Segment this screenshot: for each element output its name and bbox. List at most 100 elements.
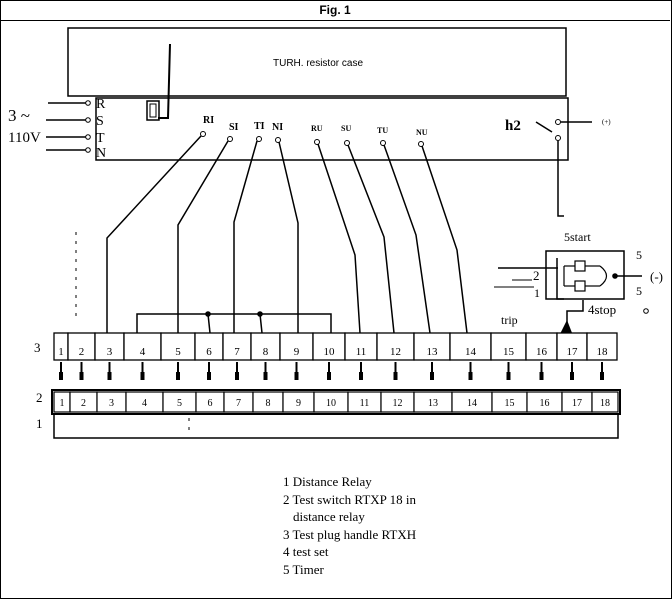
row3-cell-label: 10 bbox=[324, 346, 336, 358]
plus-label: (+) bbox=[602, 118, 611, 126]
row3-cell-label: 4 bbox=[140, 346, 146, 358]
phase-label: 3 ~ bbox=[8, 106, 30, 125]
row3-cell bbox=[525, 332, 558, 361]
row-2-label: 2 bbox=[36, 390, 43, 405]
connector-pin-head bbox=[359, 372, 363, 380]
row3-cell bbox=[490, 332, 527, 361]
connector-pin-head bbox=[600, 372, 604, 380]
connector-pin-head bbox=[176, 372, 180, 380]
trip-label: trip bbox=[501, 313, 518, 327]
row3-cell bbox=[449, 332, 492, 361]
row3-cell bbox=[194, 332, 224, 361]
row3-cell-label: 9 bbox=[294, 346, 300, 358]
row2-cell-label: 1 bbox=[60, 398, 65, 409]
row3-cell-label: 17 bbox=[567, 346, 579, 358]
row3-cell bbox=[586, 332, 618, 361]
connector-pin-head bbox=[294, 372, 299, 380]
row3-cell-label: 11 bbox=[356, 346, 367, 358]
terminal-ri: RI bbox=[203, 115, 214, 126]
row2-cell-label: 10 bbox=[326, 398, 336, 409]
terminal-t-label: T bbox=[96, 131, 105, 146]
terminal-ti: TI bbox=[254, 121, 265, 132]
row3-cell-label: 2 bbox=[79, 346, 85, 358]
row2-cell-label: 12 bbox=[393, 398, 403, 409]
terminal-posts bbox=[200, 131, 424, 147]
row2-cell-label: 14 bbox=[467, 398, 477, 409]
terminal-s-label: S bbox=[96, 114, 104, 129]
row3-cell-label: 18 bbox=[597, 346, 609, 358]
row2-cell-label: 7 bbox=[236, 398, 241, 409]
row2-cell-label: 15 bbox=[505, 398, 515, 409]
timer-start-label: 5start bbox=[564, 230, 591, 244]
figure-title: Fig. 1 bbox=[0, 0, 670, 21]
row3-cell-label: 16 bbox=[536, 346, 548, 358]
wiring bbox=[106, 135, 468, 334]
row3-cell-label: 7 bbox=[234, 346, 240, 358]
legend-item-3: 3 Test plug handle RTXH bbox=[283, 526, 417, 542]
h2-switch: h2 (+) bbox=[505, 118, 611, 217]
connector-pin-head bbox=[140, 372, 145, 380]
row3-cell bbox=[312, 332, 346, 361]
timer-num-2: 2 bbox=[533, 268, 540, 283]
row3-cell bbox=[123, 332, 162, 361]
minus-label: (-) bbox=[650, 269, 663, 284]
row-1-label: 1 bbox=[36, 416, 43, 431]
terminal-ru: RU bbox=[311, 124, 323, 133]
row2-cell-label: 11 bbox=[360, 398, 370, 409]
terminal-tu: TU bbox=[377, 126, 388, 135]
resistor-case-label: TURH. resistor case bbox=[273, 58, 363, 69]
timer-num-5-bottom: 5 bbox=[636, 284, 642, 298]
connector-pin-head bbox=[79, 372, 84, 380]
row2-cell-label: 9 bbox=[296, 398, 301, 409]
timer: 5start 5 5 (-) 2 1 4stop trip bbox=[494, 230, 663, 338]
row-3-label: 3 bbox=[34, 340, 41, 355]
row3-cell-label: 6 bbox=[206, 346, 212, 358]
terminal-su: SU bbox=[341, 124, 351, 133]
row2-cell-label: 17 bbox=[572, 398, 582, 409]
test-set-box bbox=[95, 43, 569, 161]
row2-cell-label: 8 bbox=[266, 398, 271, 409]
row3-cell-label: 14 bbox=[465, 346, 477, 358]
timer-stop-label: 4stop bbox=[588, 302, 616, 317]
row3-cell-label: 1 bbox=[58, 346, 64, 358]
legend-item-2: 2 Test switch RTXP 18 in bbox=[283, 491, 417, 507]
terminal-ni: NI bbox=[272, 122, 283, 133]
row3-cell-label: 13 bbox=[427, 346, 439, 358]
connector-pin-head bbox=[468, 372, 473, 380]
row2-cell-label: 18 bbox=[600, 398, 610, 409]
row3-cell-label: 15 bbox=[503, 346, 515, 358]
legend-item-4: 4 test set bbox=[283, 544, 329, 559]
row2-cell-label: 6 bbox=[208, 398, 213, 409]
row2-cell-label: 4 bbox=[142, 398, 147, 409]
row2-cell-label: 5 bbox=[177, 398, 182, 409]
connector-pin-head bbox=[263, 372, 268, 380]
timer-num-1: 1 bbox=[534, 286, 540, 300]
legend-item-1: 1 Distance Relay bbox=[283, 474, 372, 489]
connector-pin-head bbox=[570, 372, 574, 380]
row2-cell-label: 3 bbox=[109, 398, 114, 409]
row2-cell-label: 16 bbox=[540, 398, 550, 409]
dashed-marks bbox=[75, 232, 190, 432]
legend: 1 Distance Relay 2 Test switch RTXP 18 i… bbox=[283, 473, 416, 578]
test-switch-row: 1 2 3 4 5 6 7 8 9 10 11 12 13 14 15 16 17 18 bbox=[51, 389, 621, 415]
row2-cell bbox=[591, 391, 619, 413]
terminal-n-label: N bbox=[96, 146, 106, 161]
row3-cell-label: 8 bbox=[263, 346, 269, 358]
terminal-nu: NU bbox=[416, 128, 428, 137]
row3-cell-label: 5 bbox=[175, 346, 181, 358]
row3-cell bbox=[279, 332, 314, 361]
row3-cell-label: 3 bbox=[107, 346, 113, 358]
voltage-label: 110V bbox=[8, 130, 41, 146]
row2-cell-label: 13 bbox=[428, 398, 438, 409]
connector-pin-head bbox=[430, 372, 434, 380]
legend-item-5: 5 Timer bbox=[283, 561, 324, 577]
test-set-terminals: RI SI TI NI RU SU TU NU bbox=[203, 115, 428, 137]
supply-section: 3 ~ 110V R S T N bbox=[8, 97, 106, 161]
terminal-r-label: R bbox=[96, 97, 106, 112]
connector-pin-head bbox=[235, 372, 239, 380]
row3-cell bbox=[67, 332, 96, 361]
connector-pin-head bbox=[59, 372, 63, 380]
h2-label: h2 bbox=[505, 118, 521, 134]
connector-pin-head bbox=[506, 372, 511, 380]
